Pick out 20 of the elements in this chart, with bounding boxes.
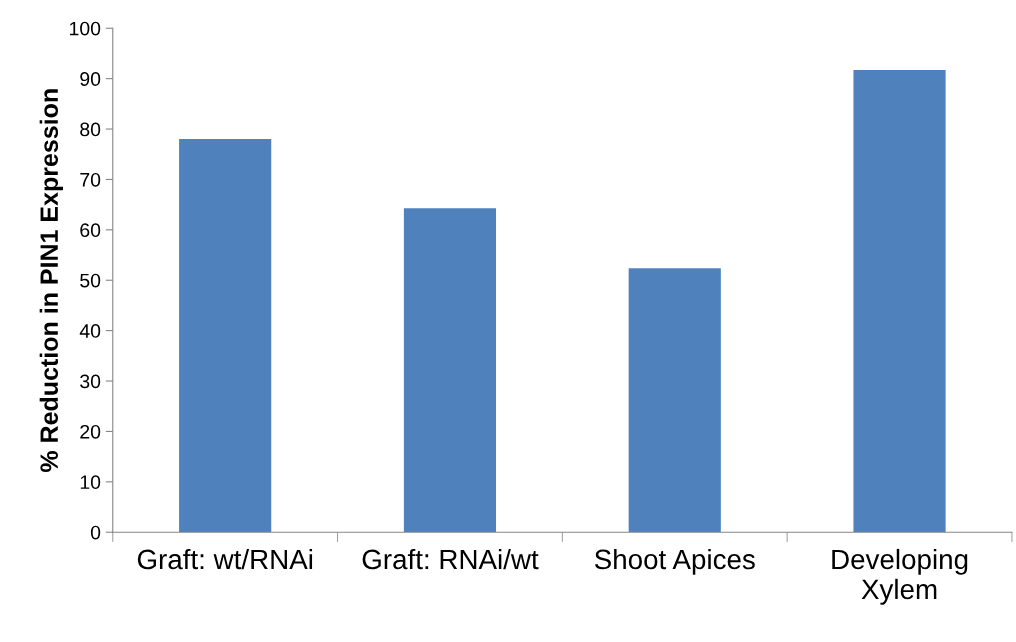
bar <box>179 139 272 533</box>
bar <box>853 70 946 533</box>
y-axis-title: % Reduction in PIN1 Expression <box>39 89 63 472</box>
y-tick-label: 70 <box>80 172 101 187</box>
x-tick-label: Graft: RNAi/wt <box>362 548 539 570</box>
y-tick-label: 90 <box>80 72 101 86</box>
x-tick-label: Shoot Apices <box>594 548 755 575</box>
y-tick-label: 50 <box>80 273 101 288</box>
y-tick-label: 10 <box>80 475 101 490</box>
bar <box>403 208 497 533</box>
x-tick-label: Developing Xylem <box>832 548 968 605</box>
x-tick-label: Graft: wt/RNAi <box>137 548 313 570</box>
y-tick-label: 40 <box>79 324 101 338</box>
y-tick-label: 0 <box>90 525 101 540</box>
bar <box>628 268 721 533</box>
y-tick-label: 20 <box>80 424 101 439</box>
y-tick-label: 80 <box>80 122 101 137</box>
y-tick-label: 100 <box>70 21 101 36</box>
y-tick-label: 60 <box>80 223 101 238</box>
y-tick-label: 30 <box>80 374 101 389</box>
